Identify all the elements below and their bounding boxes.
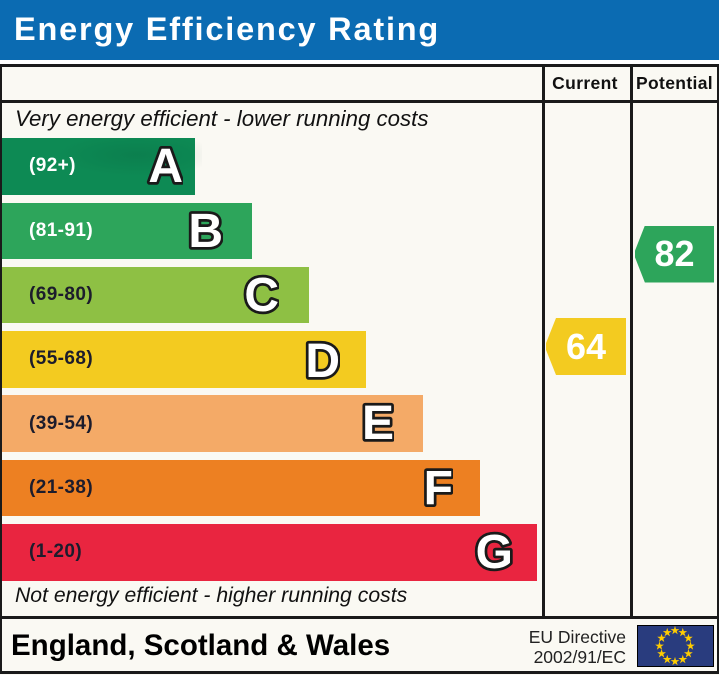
svg-text:A: A [148,140,183,193]
svg-text:E: E [362,397,394,450]
svg-text:D: D [305,335,340,388]
svg-text:G: G [476,526,513,579]
svg-text:B: B [188,205,223,258]
svg-text:F: F [423,462,452,515]
svg-text:C: C [244,269,279,322]
